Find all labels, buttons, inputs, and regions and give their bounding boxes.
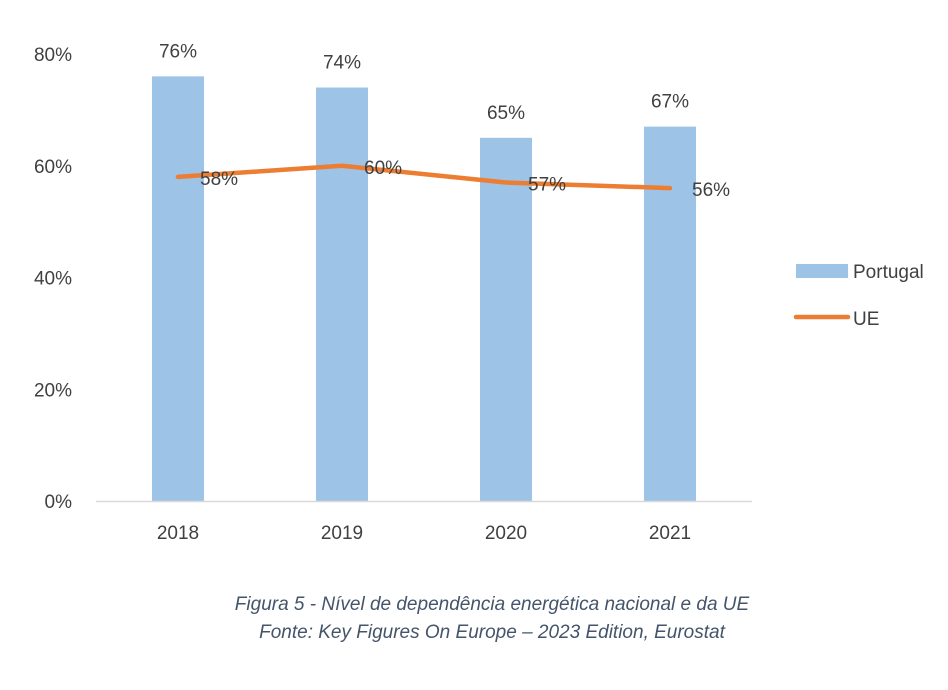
x-tick-label: 2020 (485, 523, 527, 544)
y-tick-label: 80% (34, 45, 72, 66)
y-tick-label: 60% (34, 157, 72, 178)
ue-line-series (175, 163, 673, 191)
y-tick-label: 40% (34, 269, 72, 290)
data-label-portugal: 76% (159, 41, 197, 62)
portugal-bars (152, 76, 696, 502)
bar-portugal (480, 137, 532, 501)
bar-portugal (644, 126, 696, 501)
data-label-ue: 60% (364, 158, 402, 179)
bar-portugal (316, 87, 368, 502)
data-label-ue: 56% (692, 180, 730, 201)
portugal-data-labels: 76% 74% 65% 67% (159, 41, 689, 123)
y-axis-ticks: 0% 20% 40% 60% 80% (34, 45, 72, 513)
x-tick-label: 2019 (321, 523, 363, 544)
bar-portugal (152, 76, 204, 501)
legend-swatch-portugal (796, 264, 848, 278)
data-label-ue: 58% (200, 169, 238, 190)
chart-legend: Portugal UE (793, 262, 924, 330)
line-ue (175, 163, 673, 191)
y-tick-label: 0% (45, 492, 73, 513)
data-label-portugal: 74% (323, 53, 361, 74)
dependency-chart: 0% 20% 40% 60% 80% 2018 2019 2020 2021 76% 74% 65… (34, 41, 924, 544)
legend-label-portugal: Portugal (853, 262, 924, 283)
data-label-portugal: 67% (651, 92, 689, 113)
figure-source: Fonte: Key Figures On Europe – 2023 Edit… (259, 622, 725, 643)
x-tick-label: 2021 (649, 523, 691, 544)
data-label-ue: 57% (528, 175, 566, 196)
x-tick-label: 2018 (157, 523, 199, 544)
legend-label-ue: UE (853, 309, 879, 330)
y-tick-label: 20% (34, 380, 72, 401)
ue-data-labels: 58% 60% 57% 56% (200, 158, 730, 201)
x-axis-ticks: 2018 2019 2020 2021 (157, 523, 691, 544)
figure-caption: Figura 5 - Nível de dependência energéti… (234, 594, 750, 615)
data-label-portugal: 65% (487, 103, 525, 124)
